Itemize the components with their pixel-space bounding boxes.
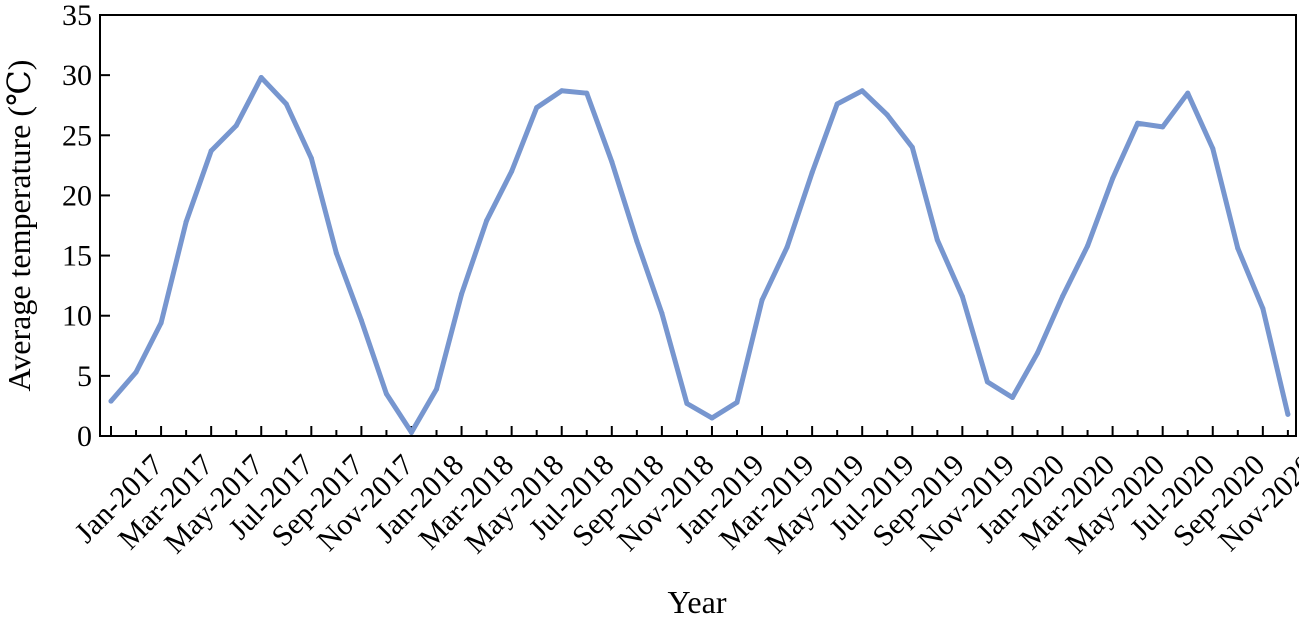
data-point <box>1235 245 1241 251</box>
data-point <box>1285 411 1291 417</box>
x-axis-title: Year <box>668 584 727 618</box>
data-point <box>834 101 840 107</box>
plot-frame <box>99 14 1297 437</box>
data-point <box>333 250 339 256</box>
data-point <box>108 398 114 404</box>
data-point <box>408 429 414 435</box>
data-point <box>283 101 289 107</box>
data-point <box>1060 293 1066 299</box>
data-point <box>809 170 815 176</box>
data-point <box>158 320 164 326</box>
data-point <box>909 144 915 150</box>
data-point <box>559 88 565 94</box>
data-point <box>959 293 965 299</box>
data-point <box>1085 243 1091 249</box>
data-point <box>1260 305 1266 311</box>
y-axis-ticks <box>100 14 110 437</box>
data-point <box>1160 124 1166 130</box>
y-tick-label: 0 <box>77 420 92 453</box>
data-point <box>784 244 790 250</box>
y-tick-label: 5 <box>77 360 92 393</box>
data-point <box>509 168 515 174</box>
data-point <box>584 90 590 96</box>
data-point <box>258 75 264 81</box>
data-point <box>709 415 715 421</box>
data-point <box>233 123 239 129</box>
data-point <box>308 155 314 161</box>
data-point <box>1034 350 1040 356</box>
y-axis-tick-labels: 0 5 10 15 20 25 30 35 <box>62 0 92 453</box>
data-point <box>534 105 540 111</box>
data-point <box>208 148 214 154</box>
data-point <box>358 318 364 324</box>
data-point <box>734 399 740 405</box>
data-point <box>183 219 189 225</box>
data-point <box>1135 120 1141 126</box>
x-axis-tick-labels: Jan-2017Mar-2017May-2017Jul-2017Sep-2017… <box>69 448 1299 560</box>
data-point <box>383 391 389 397</box>
data-point <box>1110 176 1116 182</box>
data-point <box>984 379 990 385</box>
data-point <box>1009 395 1015 401</box>
y-tick-label: 20 <box>62 179 92 212</box>
data-point <box>659 310 665 316</box>
y-axis-title: Average temperature (℃) <box>1 60 37 392</box>
plot-area <box>99 14 1297 437</box>
data-point <box>459 291 465 297</box>
data-point <box>133 369 139 375</box>
y-tick-label: 15 <box>62 240 92 273</box>
y-tick-label: 30 <box>62 59 92 92</box>
data-points <box>108 75 1291 435</box>
y-tick-label: 25 <box>62 119 92 152</box>
data-point <box>609 159 615 165</box>
data-point <box>859 88 865 94</box>
data-point <box>484 218 490 224</box>
data-point <box>634 238 640 244</box>
data-point <box>684 401 690 407</box>
data-point <box>759 297 765 303</box>
y-tick-label: 35 <box>62 0 92 32</box>
data-point <box>884 112 890 118</box>
data-point <box>1185 90 1191 96</box>
y-tick-label: 10 <box>62 300 92 333</box>
data-point <box>434 386 440 392</box>
data-point <box>1210 146 1216 152</box>
series-line <box>108 75 1291 435</box>
x-axis-ticks <box>110 426 1289 436</box>
data-point <box>934 237 940 243</box>
